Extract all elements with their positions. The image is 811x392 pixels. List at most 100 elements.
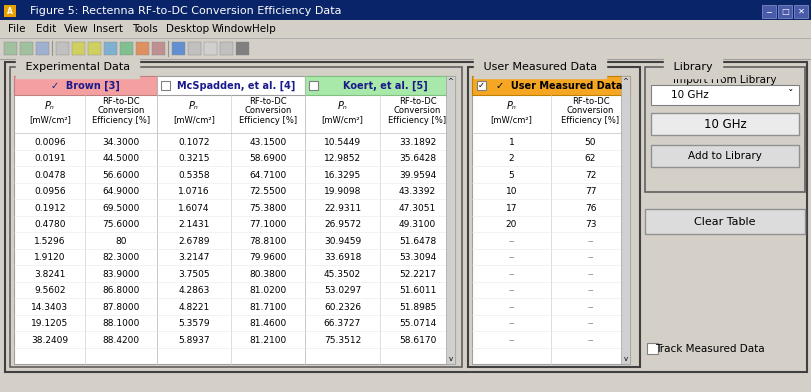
Bar bbox=[620, 76, 629, 364]
Text: 19.1205: 19.1205 bbox=[31, 319, 68, 328]
Bar bbox=[204, 42, 217, 55]
Text: Window: Window bbox=[212, 24, 253, 34]
Text: 10.5449: 10.5449 bbox=[324, 138, 361, 147]
Text: 52.2217: 52.2217 bbox=[398, 270, 436, 279]
Bar bbox=[172, 42, 185, 55]
Bar bbox=[220, 42, 233, 55]
Text: RF-to-DC: RF-to-DC bbox=[398, 96, 436, 105]
Bar bbox=[161, 81, 169, 90]
Text: 1: 1 bbox=[508, 138, 513, 147]
Text: v: v bbox=[623, 356, 627, 362]
Text: Koert, et al. [5]: Koert, et al. [5] bbox=[342, 80, 427, 91]
Text: 14.3403: 14.3403 bbox=[31, 303, 68, 312]
Bar bbox=[135, 42, 148, 55]
Text: 43.1500: 43.1500 bbox=[249, 138, 286, 147]
Bar bbox=[4, 5, 16, 17]
Text: Insert: Insert bbox=[92, 24, 122, 34]
Text: 3.8241: 3.8241 bbox=[34, 270, 66, 279]
Text: --: -- bbox=[508, 336, 514, 345]
Text: Pₙ: Pₙ bbox=[506, 101, 516, 111]
Text: 81.7100: 81.7100 bbox=[249, 303, 286, 312]
Text: 2.6789: 2.6789 bbox=[178, 237, 209, 246]
Bar bbox=[152, 42, 165, 55]
Text: --: -- bbox=[586, 270, 593, 279]
Text: 73: 73 bbox=[584, 220, 595, 229]
Bar bbox=[14, 76, 157, 95]
Text: 53.0297: 53.0297 bbox=[324, 286, 361, 295]
Text: [mW/cm²]: [mW/cm²] bbox=[28, 116, 71, 125]
Text: Efficiency [%]: Efficiency [%] bbox=[560, 116, 619, 125]
Text: 19.9098: 19.9098 bbox=[324, 187, 361, 196]
Bar bbox=[467, 67, 639, 367]
Text: 60.2326: 60.2326 bbox=[324, 303, 361, 312]
Text: 30.9459: 30.9459 bbox=[324, 237, 361, 246]
Text: 17: 17 bbox=[505, 204, 517, 213]
Text: 86.8000: 86.8000 bbox=[102, 286, 139, 295]
Text: 3.2147: 3.2147 bbox=[178, 253, 209, 262]
Text: Pₙ: Pₙ bbox=[45, 101, 54, 111]
Bar bbox=[761, 5, 775, 18]
Bar bbox=[120, 42, 133, 55]
Text: Conversion: Conversion bbox=[244, 105, 291, 114]
Bar bbox=[5, 62, 806, 372]
Text: ^: ^ bbox=[622, 78, 628, 84]
Bar bbox=[476, 81, 486, 90]
Bar bbox=[14, 76, 454, 364]
Bar bbox=[10, 67, 461, 367]
Text: 78.8100: 78.8100 bbox=[249, 237, 286, 246]
Bar bbox=[188, 42, 201, 55]
Text: Efficiency [%]: Efficiency [%] bbox=[388, 116, 446, 125]
Text: 81.2100: 81.2100 bbox=[249, 336, 286, 345]
Text: v: v bbox=[448, 356, 452, 362]
Text: 53.3094: 53.3094 bbox=[398, 253, 436, 262]
Text: 45.3502: 45.3502 bbox=[324, 270, 361, 279]
Bar bbox=[650, 113, 798, 135]
Text: Efficiency [%]: Efficiency [%] bbox=[92, 116, 150, 125]
Text: View: View bbox=[64, 24, 89, 34]
Text: 49.3100: 49.3100 bbox=[398, 220, 436, 229]
Text: Efficiency [%]: Efficiency [%] bbox=[238, 116, 297, 125]
Text: --: -- bbox=[586, 303, 593, 312]
Text: 33.1892: 33.1892 bbox=[398, 138, 436, 147]
Text: --: -- bbox=[586, 253, 593, 262]
Text: 16.3295: 16.3295 bbox=[324, 171, 361, 180]
Text: 34.3000: 34.3000 bbox=[102, 138, 139, 147]
Text: 51.6011: 51.6011 bbox=[398, 286, 436, 295]
Text: 75.3512: 75.3512 bbox=[324, 336, 361, 345]
Text: 58.6170: 58.6170 bbox=[398, 336, 436, 345]
Text: 0.0956: 0.0956 bbox=[34, 187, 66, 196]
Text: 1.5296: 1.5296 bbox=[34, 237, 66, 246]
Text: Pₙ: Pₙ bbox=[337, 101, 347, 111]
Text: ˇ: ˇ bbox=[787, 90, 793, 100]
Bar bbox=[20, 42, 33, 55]
Text: 51.6478: 51.6478 bbox=[398, 237, 436, 246]
Text: 82.3000: 82.3000 bbox=[102, 253, 139, 262]
Text: Import From Library: Import From Library bbox=[672, 75, 776, 85]
Text: 83.9000: 83.9000 bbox=[102, 270, 139, 279]
Text: --: -- bbox=[586, 336, 593, 345]
Text: □: □ bbox=[780, 7, 788, 16]
Text: Desktop: Desktop bbox=[166, 24, 209, 34]
Text: RF-to-DC: RF-to-DC bbox=[102, 96, 139, 105]
Text: 72: 72 bbox=[584, 171, 595, 180]
Bar bbox=[644, 67, 804, 192]
Text: 0.0478: 0.0478 bbox=[34, 171, 66, 180]
Text: 69.5000: 69.5000 bbox=[102, 204, 139, 213]
Text: --: -- bbox=[586, 286, 593, 295]
Text: --: -- bbox=[508, 303, 514, 312]
Text: --: -- bbox=[508, 286, 514, 295]
Bar bbox=[471, 76, 629, 364]
Text: --: -- bbox=[508, 253, 514, 262]
Text: 9.5602: 9.5602 bbox=[34, 286, 66, 295]
Text: 10: 10 bbox=[505, 187, 517, 196]
Text: Conversion: Conversion bbox=[566, 105, 613, 114]
Text: 55.0714: 55.0714 bbox=[398, 319, 436, 328]
Text: [mW/cm²]: [mW/cm²] bbox=[173, 116, 215, 125]
Text: --: -- bbox=[586, 319, 593, 328]
Text: 39.9594: 39.9594 bbox=[398, 171, 436, 180]
Bar bbox=[445, 76, 454, 364]
Text: 88.1000: 88.1000 bbox=[102, 319, 139, 328]
Text: 0.0191: 0.0191 bbox=[34, 154, 66, 163]
Bar bbox=[36, 42, 49, 55]
Text: 10 GHz: 10 GHz bbox=[671, 90, 708, 100]
